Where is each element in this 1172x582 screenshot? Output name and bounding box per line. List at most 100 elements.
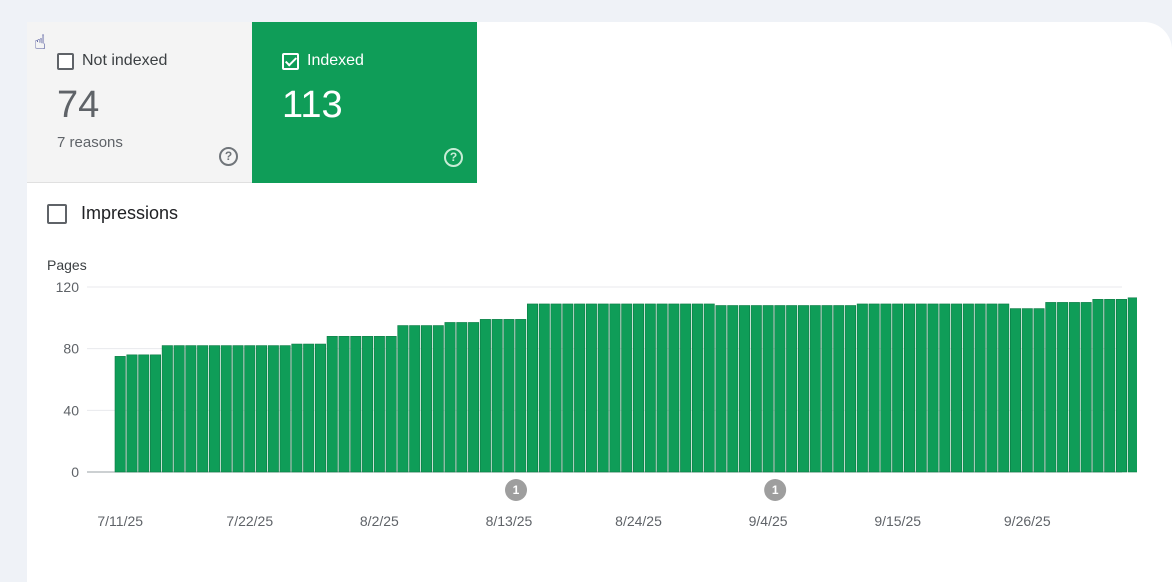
bar[interactable] <box>420 325 432 473</box>
bar[interactable] <box>362 336 374 473</box>
bar[interactable] <box>1127 297 1137 473</box>
bar[interactable] <box>161 345 173 473</box>
bar[interactable] <box>138 354 150 473</box>
bar[interactable] <box>479 319 491 473</box>
bar[interactable] <box>444 322 456 473</box>
impressions-toggle[interactable]: Impressions <box>47 203 178 224</box>
bar[interactable] <box>821 305 833 473</box>
bar[interactable] <box>739 305 751 473</box>
bar[interactable] <box>385 336 397 473</box>
indexed-label: Indexed <box>307 52 364 69</box>
bar[interactable] <box>538 303 550 473</box>
bar[interactable] <box>350 336 362 473</box>
bar[interactable] <box>915 303 927 473</box>
not-indexed-header[interactable]: Not indexed <box>57 52 167 70</box>
indexed-checkbox[interactable] <box>282 52 299 70</box>
bar[interactable] <box>303 343 315 473</box>
bar[interactable] <box>432 325 444 473</box>
bar[interactable] <box>197 345 209 473</box>
bar[interactable] <box>727 305 739 473</box>
bar[interactable] <box>797 305 809 473</box>
bar[interactable] <box>715 305 727 473</box>
bar[interactable] <box>244 345 256 473</box>
bar[interactable] <box>220 345 232 473</box>
bar[interactable] <box>1033 308 1045 473</box>
bar[interactable] <box>833 305 845 473</box>
impressions-checkbox[interactable] <box>47 203 67 224</box>
bar[interactable] <box>185 345 197 473</box>
bar[interactable] <box>880 303 892 473</box>
bar[interactable] <box>750 305 762 473</box>
bar[interactable] <box>703 303 715 473</box>
bar[interactable] <box>232 345 244 473</box>
bar[interactable] <box>927 303 939 473</box>
bar[interactable] <box>633 303 645 473</box>
bar[interactable] <box>892 303 904 473</box>
bar[interactable] <box>373 336 385 473</box>
bar[interactable] <box>774 305 786 473</box>
bar[interactable] <box>338 336 350 473</box>
bar[interactable] <box>868 303 880 473</box>
bar[interactable] <box>974 303 986 473</box>
bar[interactable] <box>609 303 621 473</box>
bar[interactable] <box>267 345 279 473</box>
bar[interactable] <box>903 303 915 473</box>
bar[interactable] <box>856 303 868 473</box>
bar[interactable] <box>656 303 668 473</box>
annotation-marker[interactable]: 1 <box>764 479 787 501</box>
annotation-marker[interactable]: 1 <box>505 479 528 501</box>
bar[interactable] <box>1092 299 1104 473</box>
bar[interactable] <box>291 343 303 473</box>
bar[interactable] <box>1104 299 1116 473</box>
bar[interactable] <box>1057 302 1069 473</box>
bar[interactable] <box>326 336 338 473</box>
bar[interactable] <box>1045 302 1057 473</box>
bar[interactable] <box>256 345 268 473</box>
help-icon[interactable]: ? <box>444 148 463 167</box>
bar[interactable] <box>314 343 326 473</box>
bar[interactable] <box>515 319 527 473</box>
bar[interactable] <box>491 319 503 473</box>
bar[interactable] <box>468 322 480 473</box>
bar[interactable] <box>668 303 680 473</box>
bar[interactable] <box>597 303 609 473</box>
not-indexed-checkbox[interactable] <box>57 52 74 70</box>
bar[interactable] <box>845 305 857 473</box>
bar[interactable] <box>456 322 468 473</box>
bar[interactable] <box>786 305 798 473</box>
bar[interactable] <box>397 325 409 473</box>
bar[interactable] <box>114 356 126 473</box>
bar[interactable] <box>1068 302 1080 473</box>
bar[interactable] <box>644 303 656 473</box>
bar[interactable] <box>621 303 633 473</box>
bar[interactable] <box>986 303 998 473</box>
bar[interactable] <box>1009 308 1021 473</box>
bar[interactable] <box>1080 302 1092 473</box>
bar[interactable] <box>998 303 1010 473</box>
bar[interactable] <box>279 345 291 473</box>
bar[interactable] <box>526 303 538 473</box>
bar[interactable] <box>1021 308 1033 473</box>
bar[interactable] <box>574 303 586 473</box>
help-icon[interactable]: ? <box>219 147 238 166</box>
bar[interactable] <box>126 354 138 473</box>
bar[interactable] <box>1116 299 1128 473</box>
bar[interactable] <box>809 305 821 473</box>
bar[interactable] <box>762 305 774 473</box>
bar[interactable] <box>562 303 574 473</box>
bar[interactable] <box>951 303 963 473</box>
bar[interactable] <box>550 303 562 473</box>
bar[interactable] <box>150 354 162 473</box>
bar[interactable] <box>173 345 185 473</box>
indexed-header[interactable]: Indexed <box>282 52 364 70</box>
bar[interactable] <box>503 319 515 473</box>
bar[interactable] <box>680 303 692 473</box>
not-indexed-card[interactable]: Not indexed 74 7 reasons ? <box>27 22 252 183</box>
bar[interactable] <box>691 303 703 473</box>
bar[interactable] <box>962 303 974 473</box>
bar[interactable] <box>409 325 421 473</box>
bar[interactable] <box>208 345 220 473</box>
indexed-card[interactable]: Indexed 113 ? <box>252 22 477 183</box>
bar[interactable] <box>585 303 597 473</box>
bar[interactable] <box>939 303 951 473</box>
